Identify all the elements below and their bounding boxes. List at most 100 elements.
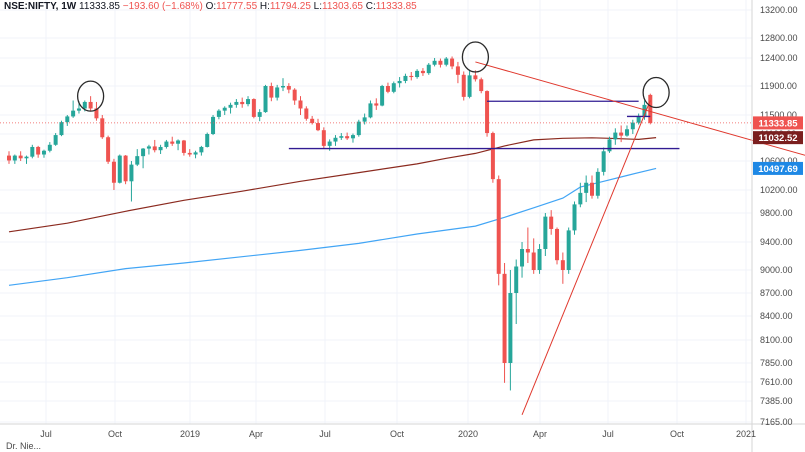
trendline-drawing[interactable] <box>521 100 651 416</box>
candle[interactable] <box>630 119 635 134</box>
candle[interactable] <box>94 101 99 121</box>
candle[interactable] <box>601 147 606 176</box>
candle[interactable] <box>426 63 431 75</box>
candle[interactable] <box>374 98 379 110</box>
candle[interactable] <box>525 227 530 264</box>
candle[interactable] <box>345 132 350 140</box>
candle[interactable] <box>619 125 624 143</box>
candle[interactable] <box>636 113 641 125</box>
candle[interactable] <box>572 201 577 235</box>
candle[interactable] <box>607 136 612 153</box>
candle[interactable] <box>362 113 367 125</box>
candle[interactable] <box>100 115 105 139</box>
candle[interactable] <box>117 154 122 184</box>
candle[interactable] <box>141 148 146 169</box>
candle[interactable] <box>246 96 251 107</box>
candle[interactable] <box>275 84 280 101</box>
candle[interactable] <box>135 149 140 167</box>
candle[interactable] <box>199 145 204 156</box>
candle[interactable] <box>350 133 355 143</box>
candle[interactable] <box>496 175 501 286</box>
candle[interactable] <box>129 161 134 202</box>
candle[interactable] <box>263 84 268 113</box>
candle[interactable] <box>403 73 408 84</box>
candle[interactable] <box>531 238 536 274</box>
candle[interactable] <box>584 175 589 203</box>
candle[interactable] <box>479 77 484 94</box>
candle[interactable] <box>47 142 52 153</box>
candle[interactable] <box>321 127 326 149</box>
candle[interactable] <box>12 154 17 164</box>
candle[interactable] <box>455 61 460 84</box>
candle[interactable] <box>438 58 443 68</box>
candle[interactable] <box>560 252 565 284</box>
candle[interactable] <box>420 68 425 76</box>
candle[interactable] <box>257 109 262 122</box>
candle[interactable] <box>181 139 186 156</box>
candle[interactable] <box>368 100 373 119</box>
candle[interactable] <box>356 119 361 137</box>
candle[interactable] <box>514 259 519 325</box>
candle[interactable] <box>240 97 245 108</box>
candle[interactable] <box>30 144 35 159</box>
candle[interactable] <box>432 58 437 67</box>
candle[interactable] <box>444 57 449 67</box>
candle[interactable] <box>590 175 594 199</box>
candle[interactable] <box>415 69 420 79</box>
symbol-label[interactable]: NSE:NIFTY, 1W <box>4 1 77 12</box>
candle[interactable] <box>158 144 163 154</box>
candle[interactable] <box>59 120 64 137</box>
candle[interactable] <box>106 135 111 164</box>
candle[interactable] <box>123 155 128 185</box>
candle[interactable] <box>234 99 239 108</box>
time-axis[interactable]: Jul Oct 2019 Apr Jul Oct 2020 Apr Jul Oct 2021 <box>40 429 756 439</box>
candle[interactable] <box>391 81 396 94</box>
candle[interactable] <box>193 150 198 159</box>
candle[interactable] <box>461 71 466 101</box>
candle[interactable] <box>146 144 151 155</box>
circle-drawing[interactable] <box>76 80 105 112</box>
candle[interactable] <box>18 151 23 161</box>
candle[interactable] <box>333 135 338 146</box>
candle[interactable] <box>397 77 402 88</box>
candle[interactable] <box>613 128 618 145</box>
candle[interactable] <box>549 210 554 235</box>
candle[interactable] <box>490 131 495 183</box>
candle[interactable] <box>216 109 221 120</box>
candle[interactable] <box>251 98 256 119</box>
candle[interactable] <box>152 139 157 153</box>
circle-drawing[interactable] <box>461 41 490 73</box>
candle[interactable] <box>41 149 46 158</box>
candle[interactable] <box>648 93 653 125</box>
candle[interactable] <box>176 139 181 151</box>
candle[interactable] <box>555 227 560 265</box>
candle[interactable] <box>65 115 70 126</box>
candle[interactable] <box>385 82 390 94</box>
candle[interactable] <box>286 83 291 94</box>
candle[interactable] <box>315 118 320 132</box>
trendline-drawing[interactable] <box>475 61 805 161</box>
candle[interactable] <box>111 158 116 190</box>
candle[interactable] <box>595 168 600 199</box>
candle[interactable] <box>485 90 490 137</box>
candle[interactable] <box>170 136 175 146</box>
candle[interactable] <box>380 84 385 107</box>
price-axis[interactable]: 13200.00 12800.00 12400.00 11900.00 11500.00… <box>760 5 798 427</box>
candle[interactable] <box>339 133 344 140</box>
candle[interactable] <box>88 96 93 111</box>
candle[interactable] <box>222 106 227 115</box>
candle[interactable] <box>467 70 472 99</box>
candle[interactable] <box>7 151 11 164</box>
candle[interactable] <box>520 242 525 278</box>
candle[interactable] <box>450 56 455 70</box>
candle[interactable] <box>205 132 210 148</box>
candle[interactable] <box>298 96 303 115</box>
candle[interactable] <box>502 263 507 383</box>
candle[interactable] <box>543 213 548 256</box>
candle[interactable] <box>409 72 414 81</box>
candle[interactable] <box>566 227 571 274</box>
candle[interactable] <box>537 244 542 274</box>
candle[interactable] <box>53 133 58 146</box>
candle[interactable] <box>292 88 297 105</box>
